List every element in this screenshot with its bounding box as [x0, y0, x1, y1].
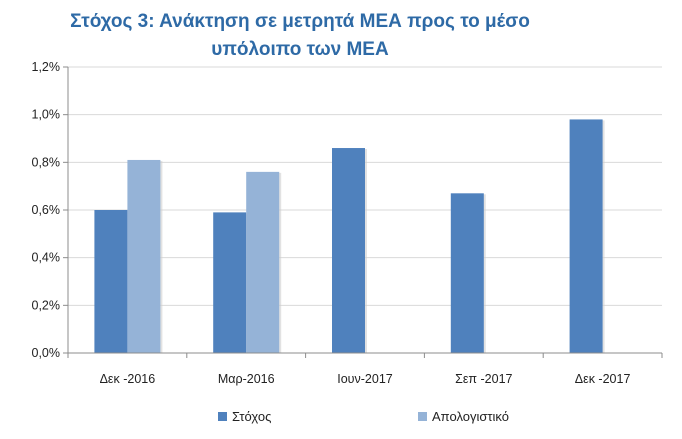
bar-target — [569, 119, 603, 353]
x-axis: Δεκ -2016 Μαρ-2016 Ιουν-2017 Σεπ -2017 Δεκ -… — [67, 352, 663, 386]
legend-label: Στόχος — [232, 409, 271, 424]
bar-target — [332, 148, 365, 353]
bar-actual — [246, 171, 280, 353]
legend: Στόχος Απολογιστικό — [218, 409, 509, 424]
x-tick-label: Σεπ -2017 — [455, 372, 512, 386]
bar-target — [450, 193, 484, 353]
y-tick-label: 0,6% — [32, 203, 61, 217]
legend-item: Απολογιστικό — [418, 409, 509, 424]
y-tick-label: 0,8% — [32, 155, 61, 169]
y-tick-label: 1,2% — [32, 60, 61, 74]
y-tick-label: 0,2% — [32, 298, 61, 312]
bar-actual — [127, 159, 161, 353]
bars — [94, 119, 605, 353]
x-tick-label: Μαρ-2016 — [218, 372, 275, 386]
y-tick-label: 0,4% — [32, 251, 61, 265]
chart-title: Στόχος 3: Ανάκτηση σε μετρητά ΜΕΑ προς τ… — [70, 11, 530, 60]
y-axis: 0,0% 0,2% 0,4% 0,6% 0,8% 1,0% 1,2% — [32, 60, 69, 360]
legend-item: Στόχος — [218, 409, 271, 424]
bar-target — [94, 210, 128, 353]
x-tick-label: Δεκ -2017 — [575, 372, 631, 386]
x-tick-label: Ιουν-2017 — [337, 372, 393, 386]
x-tick-label: Δεκ -2016 — [100, 372, 156, 386]
title-line: Στόχος 3: Ανάκτηση σε μετρητά ΜΕΑ προς τ… — [70, 11, 530, 32]
legend-label: Απολογιστικό — [432, 409, 509, 424]
y-tick-label: 1,0% — [32, 108, 61, 122]
bar-target — [213, 212, 247, 353]
legend-swatch — [418, 412, 427, 421]
legend-swatch — [218, 412, 227, 421]
y-tick-label: 0,0% — [32, 346, 61, 360]
title-line: υπόλοιπο των ΜΕΑ — [211, 39, 389, 60]
